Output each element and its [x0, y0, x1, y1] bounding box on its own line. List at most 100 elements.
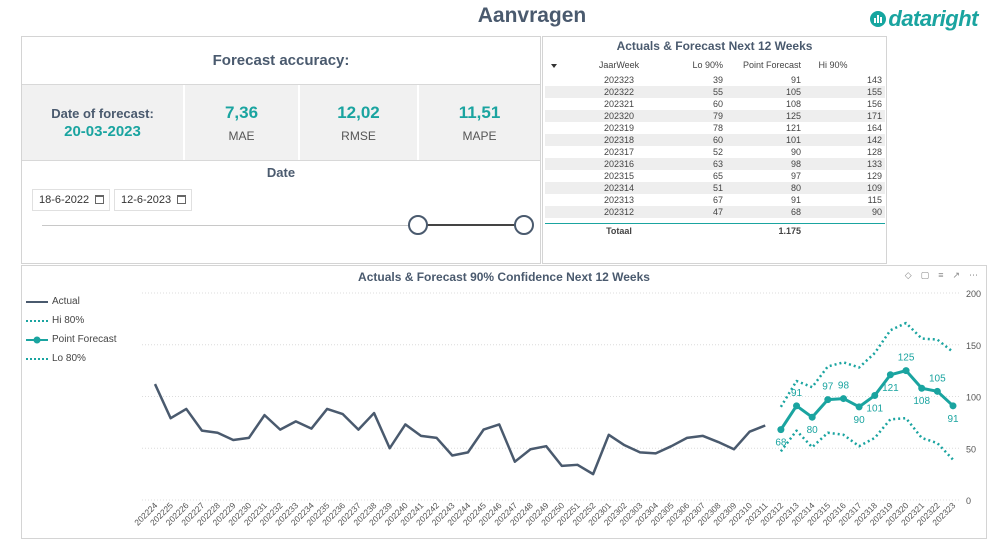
forecast-point: [793, 402, 801, 410]
cell-jaarweek: 202314: [603, 183, 635, 193]
start-date-input[interactable]: 18-6-2022: [32, 189, 110, 211]
cell-hi: 156: [866, 99, 882, 109]
focus-mode-icon[interactable]: ↗: [952, 270, 960, 280]
table-row[interactable]: 202321 60 108 156: [545, 98, 885, 110]
rmse-card: 12,02 RMSE: [300, 85, 419, 160]
header-lo[interactable]: Lo 90%: [692, 60, 723, 70]
table-row[interactable]: 202318 60 101 142: [545, 134, 885, 146]
cell-point-forecast: 101: [785, 135, 801, 145]
table-row[interactable]: 202313 67 91 115: [545, 194, 885, 206]
cell-point-forecast: 80: [790, 183, 801, 193]
table-header: JaarWeek Lo 90% Point Forecast Hi 90%: [545, 58, 885, 74]
data-label: 125: [898, 353, 915, 364]
table-row[interactable]: 202319 78 121 164: [545, 122, 885, 134]
forecast-point: [808, 413, 816, 421]
forecast-date-label: Date of forecast:: [51, 105, 154, 121]
total-label: Totaal: [606, 226, 632, 236]
cell-jaarweek: 202315: [603, 171, 635, 181]
cell-jaarweek: 202318: [603, 135, 635, 145]
pin-icon[interactable]: ◇: [904, 270, 912, 280]
data-label: 68: [775, 438, 787, 449]
cell-hi: 142: [866, 135, 882, 145]
filter-icon[interactable]: ≡: [938, 270, 944, 280]
forecast-point: [855, 403, 863, 411]
y-tick-label: 200: [966, 289, 981, 299]
cell-point-forecast: 98: [790, 159, 801, 169]
legend-point-forecast[interactable]: Point Forecast: [26, 330, 116, 349]
rmse-label: RMSE: [341, 128, 376, 143]
cell-jaarweek: 202320: [603, 111, 635, 121]
data-label: 91: [947, 414, 959, 425]
forecast-accuracy-panel: Forecast accuracy: Date of forecast: 20-…: [21, 36, 541, 264]
cell-point-forecast: 97: [790, 171, 801, 181]
cell-lo: 60: [712, 99, 723, 109]
forecast-chart-panel: Actuals & Forecast 90% Confidence Next 1…: [21, 265, 987, 539]
forecast-point: [824, 396, 832, 404]
calendar-icon[interactable]: [95, 195, 104, 204]
cell-jaarweek: 202312: [603, 207, 635, 217]
cell-point-forecast: 91: [790, 195, 801, 205]
line-chart: 0501001502002022242022252022262022272022…: [132, 289, 981, 527]
cell-jaarweek: 202321: [603, 99, 635, 109]
mape-label: MAPE: [462, 128, 497, 143]
date-slider-track[interactable]: [42, 225, 524, 226]
more-options-icon[interactable]: ⋯: [969, 270, 978, 280]
forecast-point: [902, 367, 910, 375]
calendar-icon[interactable]: [177, 195, 186, 204]
table-row[interactable]: 202317 52 90 128: [545, 146, 885, 158]
date-filter-title: Date: [266, 165, 296, 180]
mae-card: 7,36 MAE: [185, 85, 300, 160]
table-row[interactable]: 202316 63 98 133: [545, 158, 885, 170]
date-slider-start-handle[interactable]: [408, 215, 428, 235]
header-jaarweek[interactable]: JaarWeek: [598, 60, 640, 70]
sort-down-icon[interactable]: [551, 64, 557, 68]
legend-hi[interactable]: Hi 80%: [26, 311, 116, 330]
legend-hi-label: Hi 80%: [52, 315, 85, 326]
legend-lo[interactable]: Lo 80%: [26, 349, 116, 368]
data-label: 105: [929, 373, 946, 384]
cell-hi: 109: [866, 183, 882, 193]
company-logo: dataright: [870, 6, 978, 32]
forecast-date-card: Date of forecast: 20-03-2023: [22, 85, 185, 160]
table-body: 202323 39 91 143 202322 55 105 155 202321 60 108 15…: [545, 74, 885, 218]
mape-value: 11,51: [458, 102, 501, 122]
series-lo-80-: [779, 416, 954, 461]
data-label: 80: [807, 425, 819, 436]
chart-legend: Actual Hi 80% Point Forecast Lo 80%: [26, 292, 116, 368]
header-hi[interactable]: Hi 90%: [818, 60, 848, 70]
table-row[interactable]: 202314 51 80 109: [545, 182, 885, 194]
cell-hi: 128: [866, 147, 882, 157]
cell-lo: 63: [712, 159, 723, 169]
table-total-row: Totaal 1.175: [545, 223, 885, 237]
series-hi-80-: [779, 321, 954, 408]
forecast-date-value: 20-03-2023: [64, 122, 141, 140]
legend-actual[interactable]: Actual: [26, 292, 116, 311]
forecast-point: [933, 387, 941, 395]
cell-lo: 79: [712, 111, 723, 121]
end-date-value: 12-6-2023: [121, 194, 172, 206]
copy-icon[interactable]: ▢: [920, 270, 930, 280]
forecast-point: [918, 384, 926, 392]
legend-lo-label: Lo 80%: [52, 353, 86, 364]
table-row[interactable]: 202323 39 91 143: [545, 74, 885, 86]
table-row[interactable]: 202320 79 125 171: [545, 110, 885, 122]
table-row[interactable]: 202322 55 105 155: [545, 86, 885, 98]
table-row[interactable]: 202312 47 68 90: [545, 206, 885, 218]
cell-jaarweek: 202319: [603, 123, 635, 133]
data-label: 97: [822, 382, 834, 393]
cell-point-forecast: 125: [785, 111, 801, 121]
data-label: 121: [882, 383, 899, 394]
header-point-forecast[interactable]: Point Forecast: [742, 60, 801, 70]
cell-lo: 60: [712, 135, 723, 145]
table-row[interactable]: 202315 65 97 129: [545, 170, 885, 182]
accuracy-title: Forecast accuracy:: [22, 37, 540, 85]
data-label: 108: [913, 396, 930, 407]
end-date-input[interactable]: 12-6-2023: [114, 189, 192, 211]
cell-lo: 67: [712, 195, 723, 205]
cell-jaarweek: 202316: [603, 159, 635, 169]
date-slider-end-handle[interactable]: [514, 215, 534, 235]
cell-hi: 164: [866, 123, 882, 133]
cell-hi: 115: [867, 195, 882, 205]
logo-text: dataright: [888, 6, 978, 31]
cell-point-forecast: 108: [785, 99, 801, 109]
